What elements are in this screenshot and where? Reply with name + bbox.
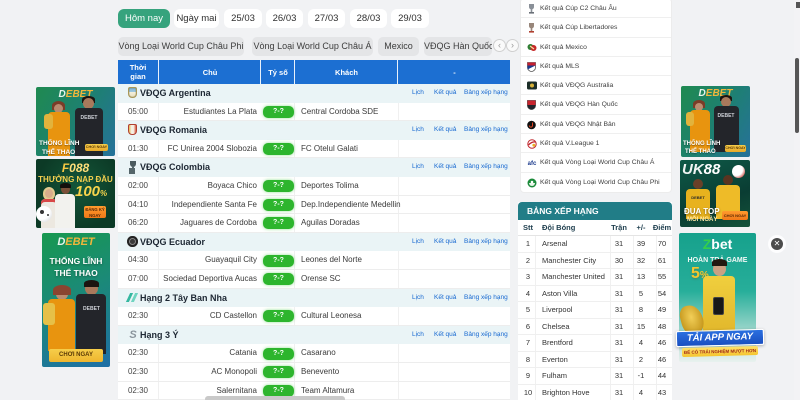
svg-text:afc: afc	[528, 161, 537, 167]
